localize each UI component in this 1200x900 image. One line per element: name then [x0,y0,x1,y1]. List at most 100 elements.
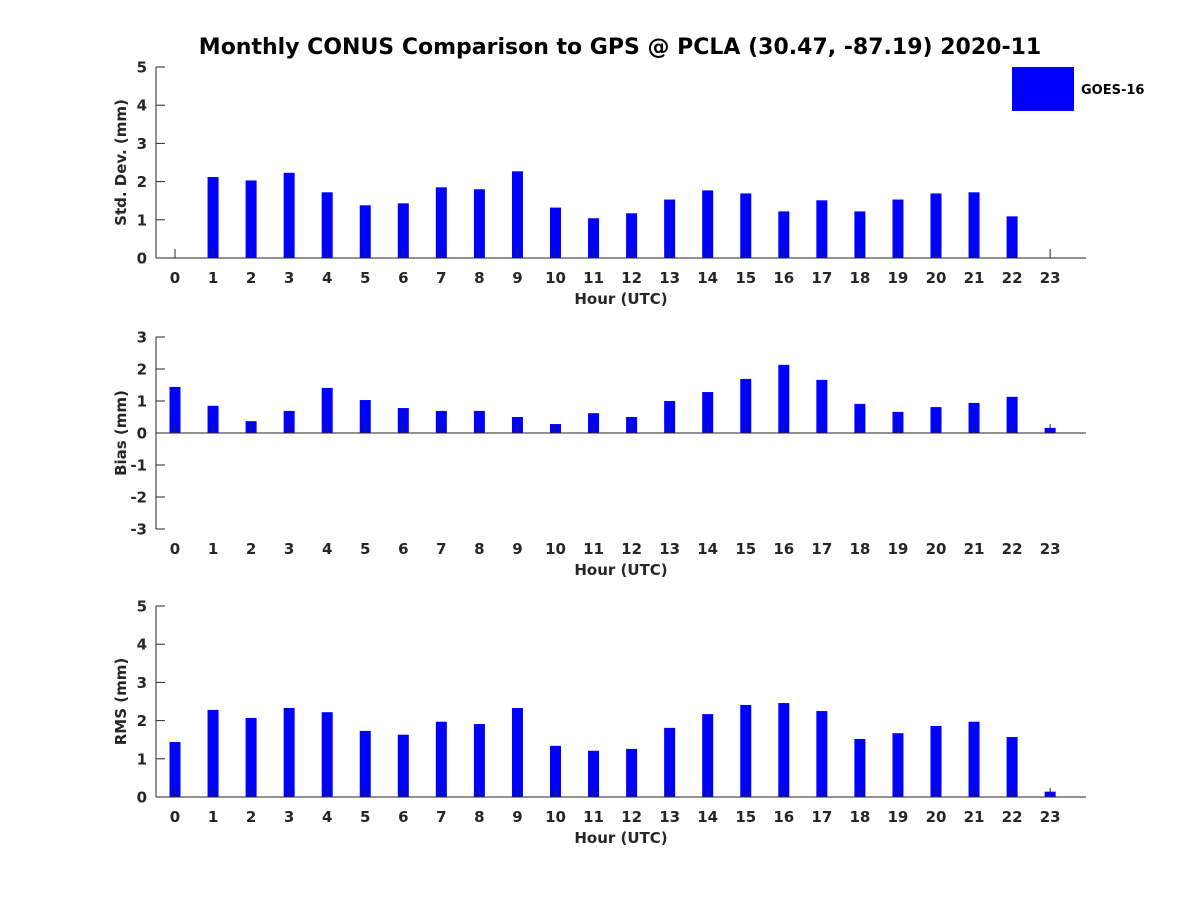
y-axis-label: Bias (mm) [112,390,130,476]
bar-4 [321,712,333,797]
x-tick-label: 20 [926,808,947,826]
x-axis-label: Hour (UTC) [574,829,667,847]
bar-3 [283,707,295,797]
x-tick-label: 2 [246,808,256,826]
bar-15 [740,378,752,433]
bar-12 [626,748,638,797]
bar-17 [816,711,828,797]
y-tick-label: 1 [137,211,147,229]
x-tick-label: 11 [583,540,604,558]
bar-13 [664,199,676,258]
y-tick-label: 2 [137,173,147,191]
x-tick-label: 1 [208,269,218,287]
chart-panels: 0 1 2 3 4 5 6 7 8 9 10 11 12 13 14 15 16 17 18 19 20 21 22 2301… [112,59,1086,847]
x-tick-label: 19 [888,269,909,287]
x-tick-label: 3 [284,540,294,558]
y-tick-label: 1 [137,750,147,768]
bar-0 [169,741,181,797]
bar-19 [892,733,904,797]
legend-label: GOES-16 [1081,83,1144,98]
bar-19 [892,411,904,433]
bar-21 [968,402,980,433]
bar-17 [816,379,828,433]
x-tick-label: 5 [360,540,370,558]
bar-3 [283,410,295,433]
x-tick-label: 3 [284,269,294,287]
x-tick-label: 2 [246,269,256,287]
bar-21 [968,192,980,258]
panel-2: 0 1 2 3 4 5 6 7 8 9 10 11 12 13 14 15 16 17 18 19 20 21 22 23-3… [112,329,1086,579]
bar-14 [702,714,714,797]
x-tick-label: 14 [697,540,718,558]
y-tick-label: -3 [130,521,147,539]
y-tick-label: 2 [137,712,147,730]
bar-12 [626,213,638,258]
y-tick-label: 2 [137,361,147,379]
x-tick-label: 5 [360,269,370,287]
x-tick-label: 11 [583,269,604,287]
x-tick-label: 5 [360,808,370,826]
bar-5 [359,205,371,258]
bar-6 [397,408,409,433]
bar-15 [740,704,752,797]
x-tick-label: 18 [849,540,870,558]
x-tick-label: 18 [849,808,870,826]
x-tick-label: 23 [1040,269,1061,287]
x-tick-label: 14 [697,269,718,287]
y-tick-label: 0 [137,250,147,268]
y-tick-label: 4 [137,636,147,654]
y-tick-label: 5 [137,598,147,616]
x-tick-label: 8 [474,808,484,826]
bar-10 [550,745,561,797]
bar-1 [207,405,219,433]
x-tick-label: 10 [545,540,566,558]
bar-17 [816,200,828,258]
x-tick-label: 0 [170,540,180,558]
bar-11 [588,413,600,433]
x-tick-label: 22 [1002,540,1023,558]
x-tick-label: 12 [621,269,642,287]
bar-22 [1006,737,1018,797]
x-tick-label: 7 [436,808,446,826]
x-tick-label: 9 [512,808,522,826]
bar-11 [588,218,600,258]
x-tick-label: 23 [1040,540,1061,558]
x-tick-label: 7 [436,540,446,558]
x-tick-label: 16 [773,808,794,826]
legend-swatch [1012,67,1074,111]
y-tick-label: 0 [137,425,147,443]
bar-22 [1006,396,1018,433]
x-tick-label: 9 [512,540,522,558]
bar-13 [664,401,676,433]
bar-4 [321,192,333,258]
bar-7 [435,410,447,433]
x-tick-label: 19 [888,540,909,558]
bar-6 [397,203,409,258]
x-tick-label: 17 [811,269,832,287]
x-tick-label: 6 [398,808,408,826]
bar-5 [359,400,371,433]
bar-4 [321,387,333,433]
bar-10 [550,207,561,258]
bar-5 [359,730,371,797]
x-tick-label: 16 [773,540,794,558]
bar-2 [245,180,257,258]
x-axis-label: Hour (UTC) [574,561,667,579]
bar-1 [207,709,219,797]
bar-14 [702,190,714,258]
x-tick-label: 17 [811,540,832,558]
x-tick-label: 10 [545,269,566,287]
bar-21 [968,721,980,797]
y-axis-label: Std. Dev. (mm) [112,99,130,226]
x-axis-label: Hour (UTC) [574,290,667,308]
x-tick-label: 13 [659,540,680,558]
x-tick-label: 21 [964,540,985,558]
x-tick-label: 22 [1002,808,1023,826]
x-tick-label: 0 [170,269,180,287]
bar-7 [435,721,447,797]
bar-0 [169,386,181,433]
y-tick-label: 3 [137,329,147,347]
x-tick-label: 22 [1002,269,1023,287]
bar-8 [473,410,485,433]
